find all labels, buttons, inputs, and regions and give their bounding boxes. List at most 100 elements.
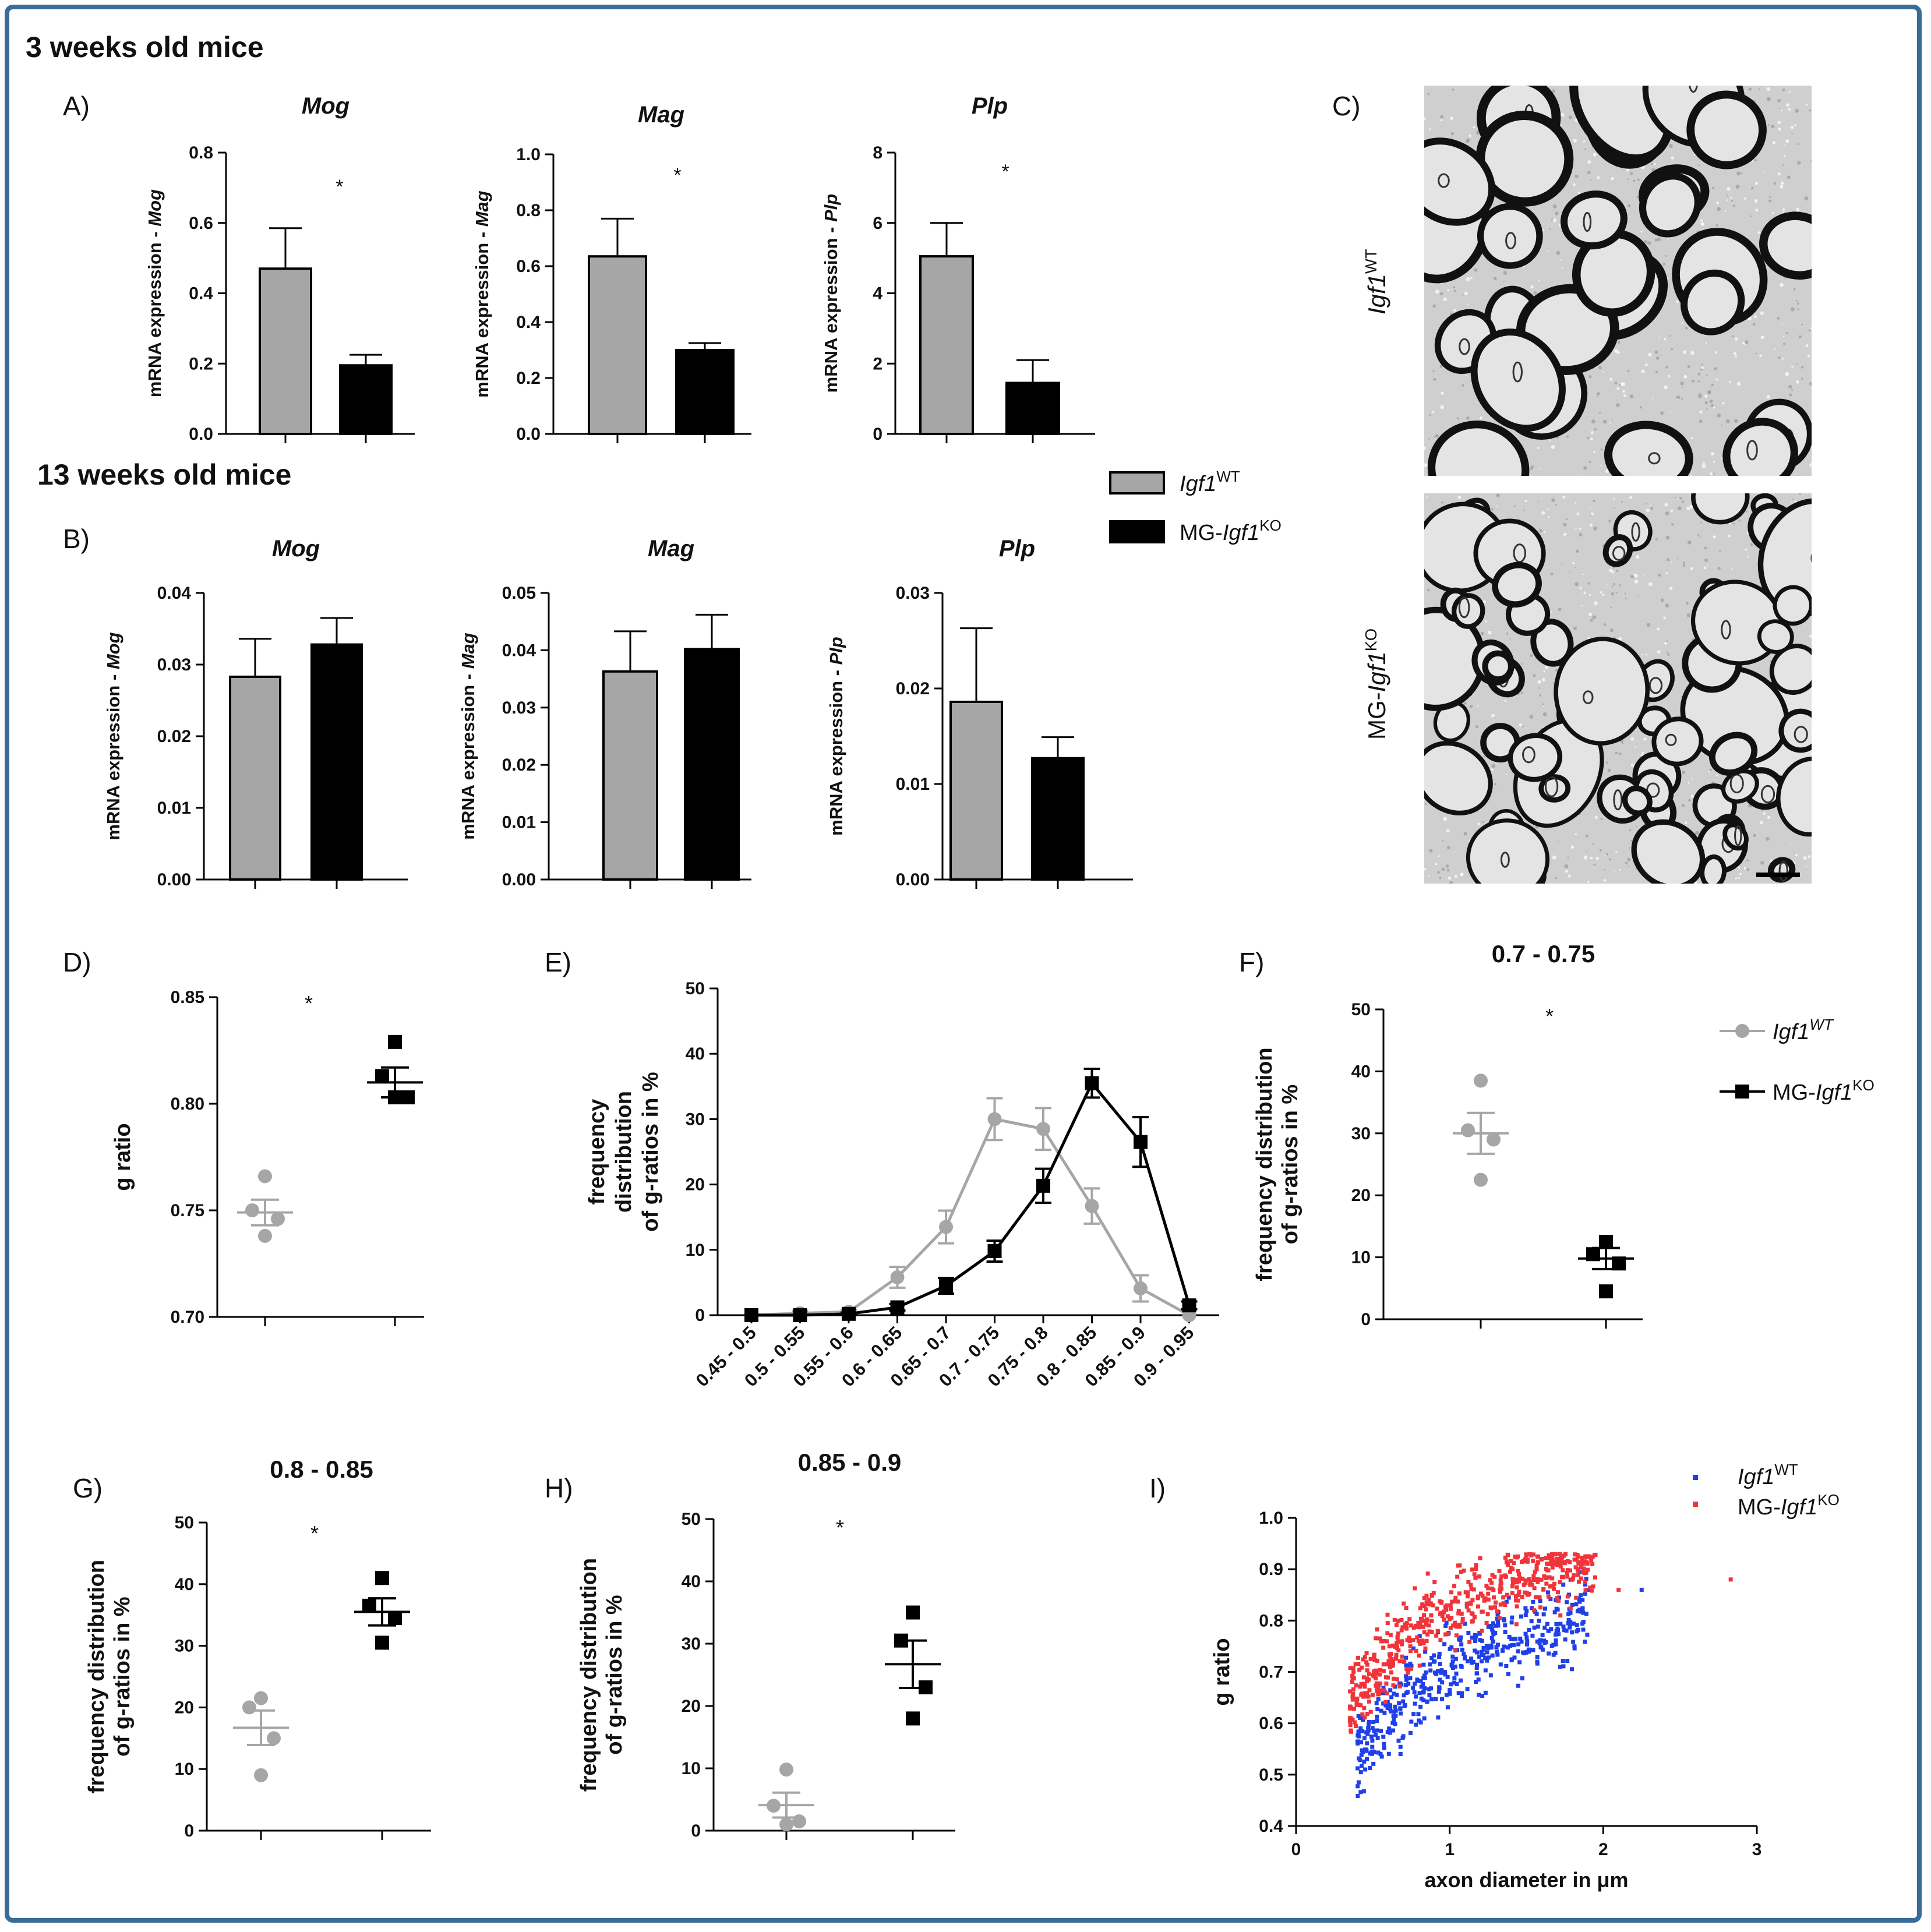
chart-I-point-1-322	[1568, 1560, 1572, 1564]
chart-I-point-0-268	[1495, 1643, 1500, 1647]
chart-I-point-1-509	[1375, 1658, 1380, 1663]
em-texture-122	[1645, 653, 1648, 656]
chart-I-point-1-536	[1505, 1592, 1509, 1597]
em-texture-452	[1691, 778, 1693, 780]
em-texture-93	[1524, 500, 1527, 503]
em-texture-774	[1611, 418, 1613, 420]
chart-I-point-1-465	[1506, 1563, 1510, 1567]
chart-G-y-tick-label-2: 20	[175, 1698, 194, 1717]
em-texture-759	[1748, 87, 1752, 91]
em-texture-703	[1768, 196, 1771, 199]
chart-I-point-1-442	[1498, 1578, 1503, 1583]
em-texture-400	[1543, 670, 1545, 673]
chart-I-point-1-393	[1391, 1683, 1396, 1688]
em-texture-101	[1689, 504, 1693, 509]
em-texture-754	[1786, 103, 1789, 107]
em-texture-210	[1709, 400, 1713, 403]
em-texture-193	[1593, 863, 1596, 866]
em-texture-739	[1627, 369, 1630, 372]
chart-I-point-1-450	[1495, 1609, 1499, 1614]
chart-I-point-1-262	[1404, 1606, 1408, 1610]
em-texture-122	[1452, 89, 1455, 91]
chart-I-point-1-334	[1553, 1552, 1558, 1557]
em-texture-743	[1602, 371, 1604, 373]
em-texture-396	[1588, 594, 1591, 596]
chart-I-point-0-171	[1357, 1734, 1361, 1739]
chart-I-point-1-406	[1435, 1629, 1440, 1633]
chart-H-point-ko-3	[906, 1711, 920, 1726]
chart-I-point-0-404	[1524, 1650, 1528, 1655]
em-texture-14	[1570, 845, 1575, 849]
chart-D-significance: *	[305, 991, 313, 1015]
chart-A2-y-tick-label-3: 0.6	[516, 257, 541, 276]
chart-I-point-0-202	[1474, 1671, 1479, 1676]
chart-I-point-0-326	[1440, 1697, 1445, 1701]
em-texture-622	[1583, 466, 1587, 470]
chart-I-ylabel: g ratio	[1210, 1638, 1234, 1705]
em-texture-70	[1697, 534, 1700, 536]
em-texture-898	[1600, 464, 1602, 467]
chart-I-point-1-173	[1408, 1644, 1413, 1649]
chart-E-point-ko-9	[1182, 1298, 1196, 1313]
chart-I-point-0-134	[1365, 1741, 1369, 1746]
chart-I-point-0-278	[1519, 1614, 1524, 1619]
chart-A2-y-tick-label-1: 0.2	[516, 369, 541, 388]
em-texture-448	[1721, 424, 1723, 426]
chart-A2-y-tick-label-5: 1.0	[516, 145, 541, 164]
em-texture-11	[1713, 367, 1717, 370]
em-texture-418	[1491, 764, 1496, 768]
chart-I-point-1-317	[1381, 1669, 1386, 1673]
chart-I-point-1-274	[1492, 1574, 1497, 1579]
chart-D-point-wt-1	[245, 1203, 259, 1217]
em-texture-253	[1805, 866, 1807, 868]
em-texture-7	[1655, 370, 1658, 373]
chart-I-point-1-275	[1456, 1563, 1460, 1568]
chart-I-point-1-512	[1466, 1594, 1470, 1599]
chart-H-y-tick-label-0: 0	[691, 1821, 701, 1841]
chart-A3: 0 2 4 6 8 Plp * mRNA expression - Plp	[821, 93, 1095, 444]
em-texture-866	[1806, 104, 1808, 106]
em-texture-403	[1581, 573, 1584, 575]
chart-E-point-ko-2	[842, 1306, 856, 1321]
chart-B1-y-tick-label-3: 0.03	[157, 655, 191, 674]
chart-I-point-1-390	[1515, 1604, 1519, 1609]
em-texture-260	[1460, 873, 1464, 876]
em-texture-88	[1807, 354, 1810, 358]
chart-I-point-0-307	[1516, 1683, 1520, 1688]
chart-I-point-0-275	[1493, 1631, 1498, 1636]
chart-I-point-1-499	[1427, 1598, 1431, 1602]
em-texture-320	[1658, 337, 1660, 338]
em-texture-643	[1630, 172, 1633, 175]
chart-B3-y-tick-label-0: 0.00	[896, 870, 930, 889]
chart-I-point-1-384	[1550, 1576, 1555, 1581]
chart-I-point-0-403	[1372, 1750, 1376, 1754]
em-texture-49	[1590, 515, 1591, 517]
chart-I-point-1-538	[1449, 1615, 1454, 1620]
em-texture-73	[1795, 380, 1799, 384]
em-texture-14	[1609, 377, 1613, 381]
chart-I-point-1-484	[1439, 1600, 1444, 1605]
chart-F-ylabel-0: frequency distribution	[1252, 1047, 1277, 1281]
chart-B2-y-tick-label-1: 0.01	[502, 813, 536, 832]
em-texture-197	[1551, 498, 1555, 503]
chart-I-point-0-158	[1544, 1640, 1548, 1645]
chart-I-point-0-80	[1531, 1648, 1535, 1652]
em-texture-417	[1611, 585, 1614, 588]
em-texture-560	[1616, 387, 1620, 390]
chart-I-point-1-398	[1453, 1620, 1457, 1625]
chart-I-point-1-336	[1475, 1596, 1480, 1601]
chart-I-point-0-230	[1361, 1789, 1366, 1793]
em-texture-762	[1766, 97, 1771, 101]
em-texture-427	[1604, 623, 1607, 626]
em-texture-797	[1690, 437, 1693, 439]
chart-I-point-0-419	[1566, 1617, 1571, 1622]
chart-I-point-0-129	[1543, 1606, 1548, 1611]
em-texture-129	[1780, 181, 1784, 185]
chart-I-point-1-521	[1583, 1559, 1587, 1564]
chart-D-ylabel-0: g ratio	[111, 1123, 135, 1191]
em-texture-347	[1660, 355, 1662, 356]
em-texture-311	[1588, 375, 1592, 379]
em-axon-20	[1475, 111, 1574, 207]
chart-I-point-1-252	[1503, 1573, 1508, 1578]
em-texture-895	[1600, 448, 1603, 451]
